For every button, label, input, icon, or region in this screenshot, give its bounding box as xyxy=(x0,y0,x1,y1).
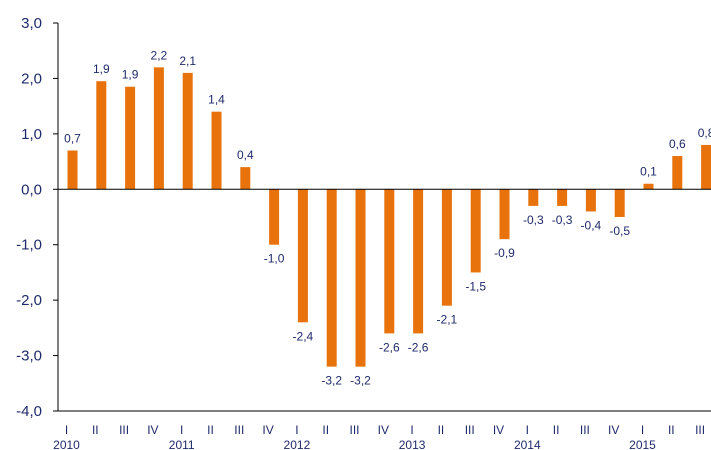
data-label: -3,2 xyxy=(321,374,342,388)
y-tick-label: -1,0 xyxy=(16,237,42,254)
data-label: 1,9 xyxy=(93,62,110,76)
bar xyxy=(499,189,510,240)
x-tick-label: I xyxy=(180,423,183,437)
year-label: 2013 xyxy=(399,438,426,450)
x-tick-label: II xyxy=(322,423,329,437)
x-tick-label: III xyxy=(465,423,475,437)
x-tick-label: I xyxy=(641,423,644,437)
x-tick-label: I xyxy=(65,423,68,437)
y-tick-label: 1,0 xyxy=(21,126,42,143)
bar xyxy=(355,189,366,367)
x-tick-label: II xyxy=(207,423,214,437)
bar xyxy=(528,189,539,206)
y-tick-label: 2,0 xyxy=(21,70,42,87)
x-tick-label: III xyxy=(119,423,129,437)
bar xyxy=(585,189,596,212)
y-tick-label: 3,0 xyxy=(21,15,42,32)
x-tick-label: IV xyxy=(608,423,619,437)
year-label: 2012 xyxy=(284,438,311,450)
bar xyxy=(326,189,337,367)
data-label: 0,8 xyxy=(698,126,711,140)
data-label: 0,4 xyxy=(237,148,254,162)
y-tick-label: 0,0 xyxy=(21,181,42,198)
bar xyxy=(240,167,251,190)
x-tick-label: I xyxy=(526,423,529,437)
x-axis: I II III IV I II III IV I II III IV I II III IV I II III IV… xyxy=(53,410,711,450)
bar xyxy=(67,150,78,190)
data-label: 0,6 xyxy=(669,137,686,151)
x-tick-label: II xyxy=(438,423,445,437)
bar xyxy=(96,81,107,190)
data-label: -3,2 xyxy=(350,374,371,388)
x-tick-label: II xyxy=(553,423,560,437)
x-tick-label: IV xyxy=(493,423,504,437)
data-label: -2,6 xyxy=(408,340,429,354)
bar xyxy=(441,189,452,306)
year-label: 2011 xyxy=(169,438,195,450)
x-tick-label: I xyxy=(410,423,413,437)
data-label: -0,3 xyxy=(552,213,573,227)
x-tick-label: IV xyxy=(378,423,389,437)
bar xyxy=(643,183,654,190)
x-tick-label: II xyxy=(92,423,99,437)
bar xyxy=(125,86,136,190)
bar xyxy=(672,156,683,190)
data-label: 0,1 xyxy=(640,165,657,179)
bars xyxy=(58,67,711,367)
data-label: -1,5 xyxy=(465,279,486,293)
x-tick-label: III xyxy=(695,423,705,437)
bar xyxy=(614,189,625,217)
data-label: -0,3 xyxy=(523,213,544,227)
bar xyxy=(413,189,424,334)
data-label: -0,4 xyxy=(581,218,602,232)
x-tick-label: IV xyxy=(262,423,273,437)
data-label: -2,4 xyxy=(293,329,314,343)
y-tick-label: -2,0 xyxy=(16,292,42,309)
data-label: 1,9 xyxy=(122,68,139,82)
bar xyxy=(297,189,308,323)
x-tick-label: III xyxy=(349,423,359,437)
data-label: -0,9 xyxy=(494,246,515,260)
bar xyxy=(701,144,711,190)
bar xyxy=(211,111,222,190)
data-label: 0,7 xyxy=(64,131,81,145)
bar xyxy=(269,189,280,245)
bar xyxy=(182,72,193,190)
x-tick-label: I xyxy=(295,423,298,437)
data-label: -2,6 xyxy=(379,340,400,354)
year-label: 2014 xyxy=(514,438,541,450)
data-label: -2,1 xyxy=(437,313,458,327)
x-tick-label: II xyxy=(668,423,675,437)
y-axis: 3,0 2,0 1,0 0,0 -1,0 -2,0 -3,0 -4,0 xyxy=(16,15,59,420)
bar xyxy=(384,189,395,334)
data-label: 2,2 xyxy=(151,48,168,62)
bar xyxy=(153,67,164,190)
x-tick-label: III xyxy=(580,423,590,437)
year-label: 2010 xyxy=(53,438,80,450)
y-tick-label: -4,0 xyxy=(16,403,42,420)
data-label: 2,1 xyxy=(179,54,196,68)
x-tick-label: III xyxy=(234,423,244,437)
data-label: -1,0 xyxy=(264,252,285,266)
bar xyxy=(470,189,481,273)
data-label: -0,5 xyxy=(609,224,630,238)
y-tick-label: -3,0 xyxy=(16,348,42,365)
year-label: 2015 xyxy=(629,438,656,450)
data-labels: 0,7 1,9 1,9 2,2 2,1 1,4 0,4 -1,0 -2,4 -3,2 -3,2 -2,… xyxy=(64,48,711,387)
x-tick-label: IV xyxy=(147,423,158,437)
bar xyxy=(557,189,568,206)
data-label: 1,4 xyxy=(208,93,225,107)
